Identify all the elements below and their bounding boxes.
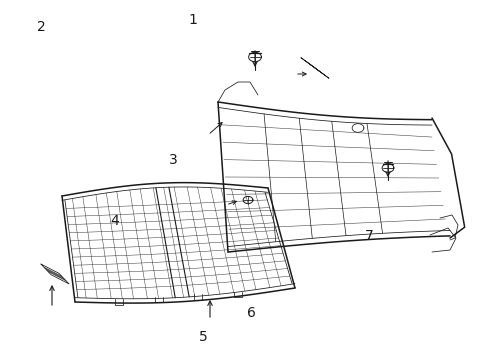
Text: 5: 5 (198, 330, 207, 343)
Text: 4: 4 (110, 215, 119, 228)
Text: 2: 2 (37, 20, 46, 34)
Text: 6: 6 (247, 306, 256, 320)
Text: 3: 3 (169, 153, 178, 167)
Text: 7: 7 (364, 229, 373, 243)
Text: 1: 1 (188, 13, 197, 27)
